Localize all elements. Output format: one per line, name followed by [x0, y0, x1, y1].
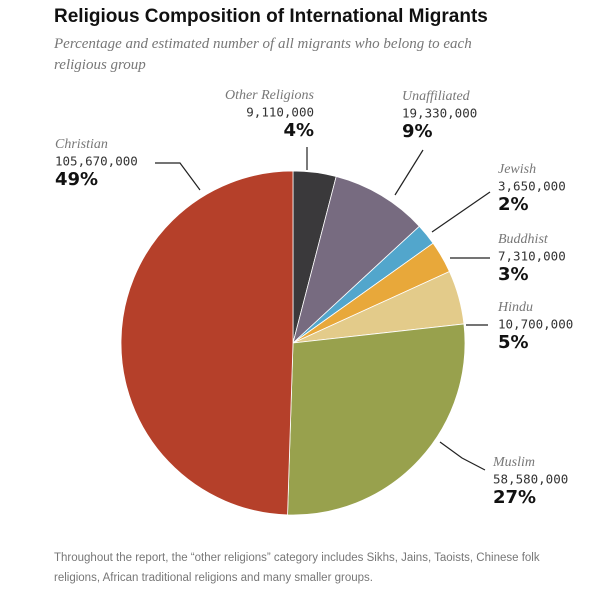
slice-percent: 2%: [498, 194, 529, 215]
pie-slice: [292, 176, 420, 345]
slice-percent: 9%: [402, 121, 433, 142]
leader-line: [394, 149, 424, 196]
leader-line: [431, 191, 491, 233]
chart-title: Religious Composition of International M…: [54, 6, 488, 27]
slice-percent: 49%: [55, 169, 98, 190]
slice-percent: 3%: [498, 264, 529, 285]
leader-line: [155, 162, 201, 191]
slice-count: 105,670,000: [55, 154, 138, 169]
slice-name: Muslim: [492, 455, 535, 470]
slice-name: Other Religions: [225, 88, 315, 103]
slice-name: Hindu: [497, 300, 533, 315]
slice-percent: 5%: [498, 332, 529, 353]
pie-slice: [287, 323, 466, 516]
slice-percent: 27%: [493, 487, 536, 508]
slice-name: Christian: [55, 137, 108, 152]
slice-name: Buddhist: [498, 232, 549, 247]
slice-name: Jewish: [498, 162, 536, 177]
pie-slice: [120, 170, 294, 516]
slice-name: Unaffiliated: [402, 89, 471, 104]
slice-count: 3,650,000: [498, 179, 566, 194]
slice-count: 10,700,000: [498, 317, 573, 332]
slice-count: 19,330,000: [402, 106, 477, 121]
slice-count: 7,310,000: [498, 249, 566, 264]
slice-percent: 4%: [283, 120, 314, 141]
leader-line: [439, 441, 486, 471]
chart-subtitle: Percentage and estimated number of all m…: [54, 36, 472, 73]
footnote: Throughout the report, the “other religi…: [54, 552, 540, 584]
slice-count: 58,580,000: [493, 472, 568, 487]
slice-count: 9,110,000: [246, 105, 314, 120]
